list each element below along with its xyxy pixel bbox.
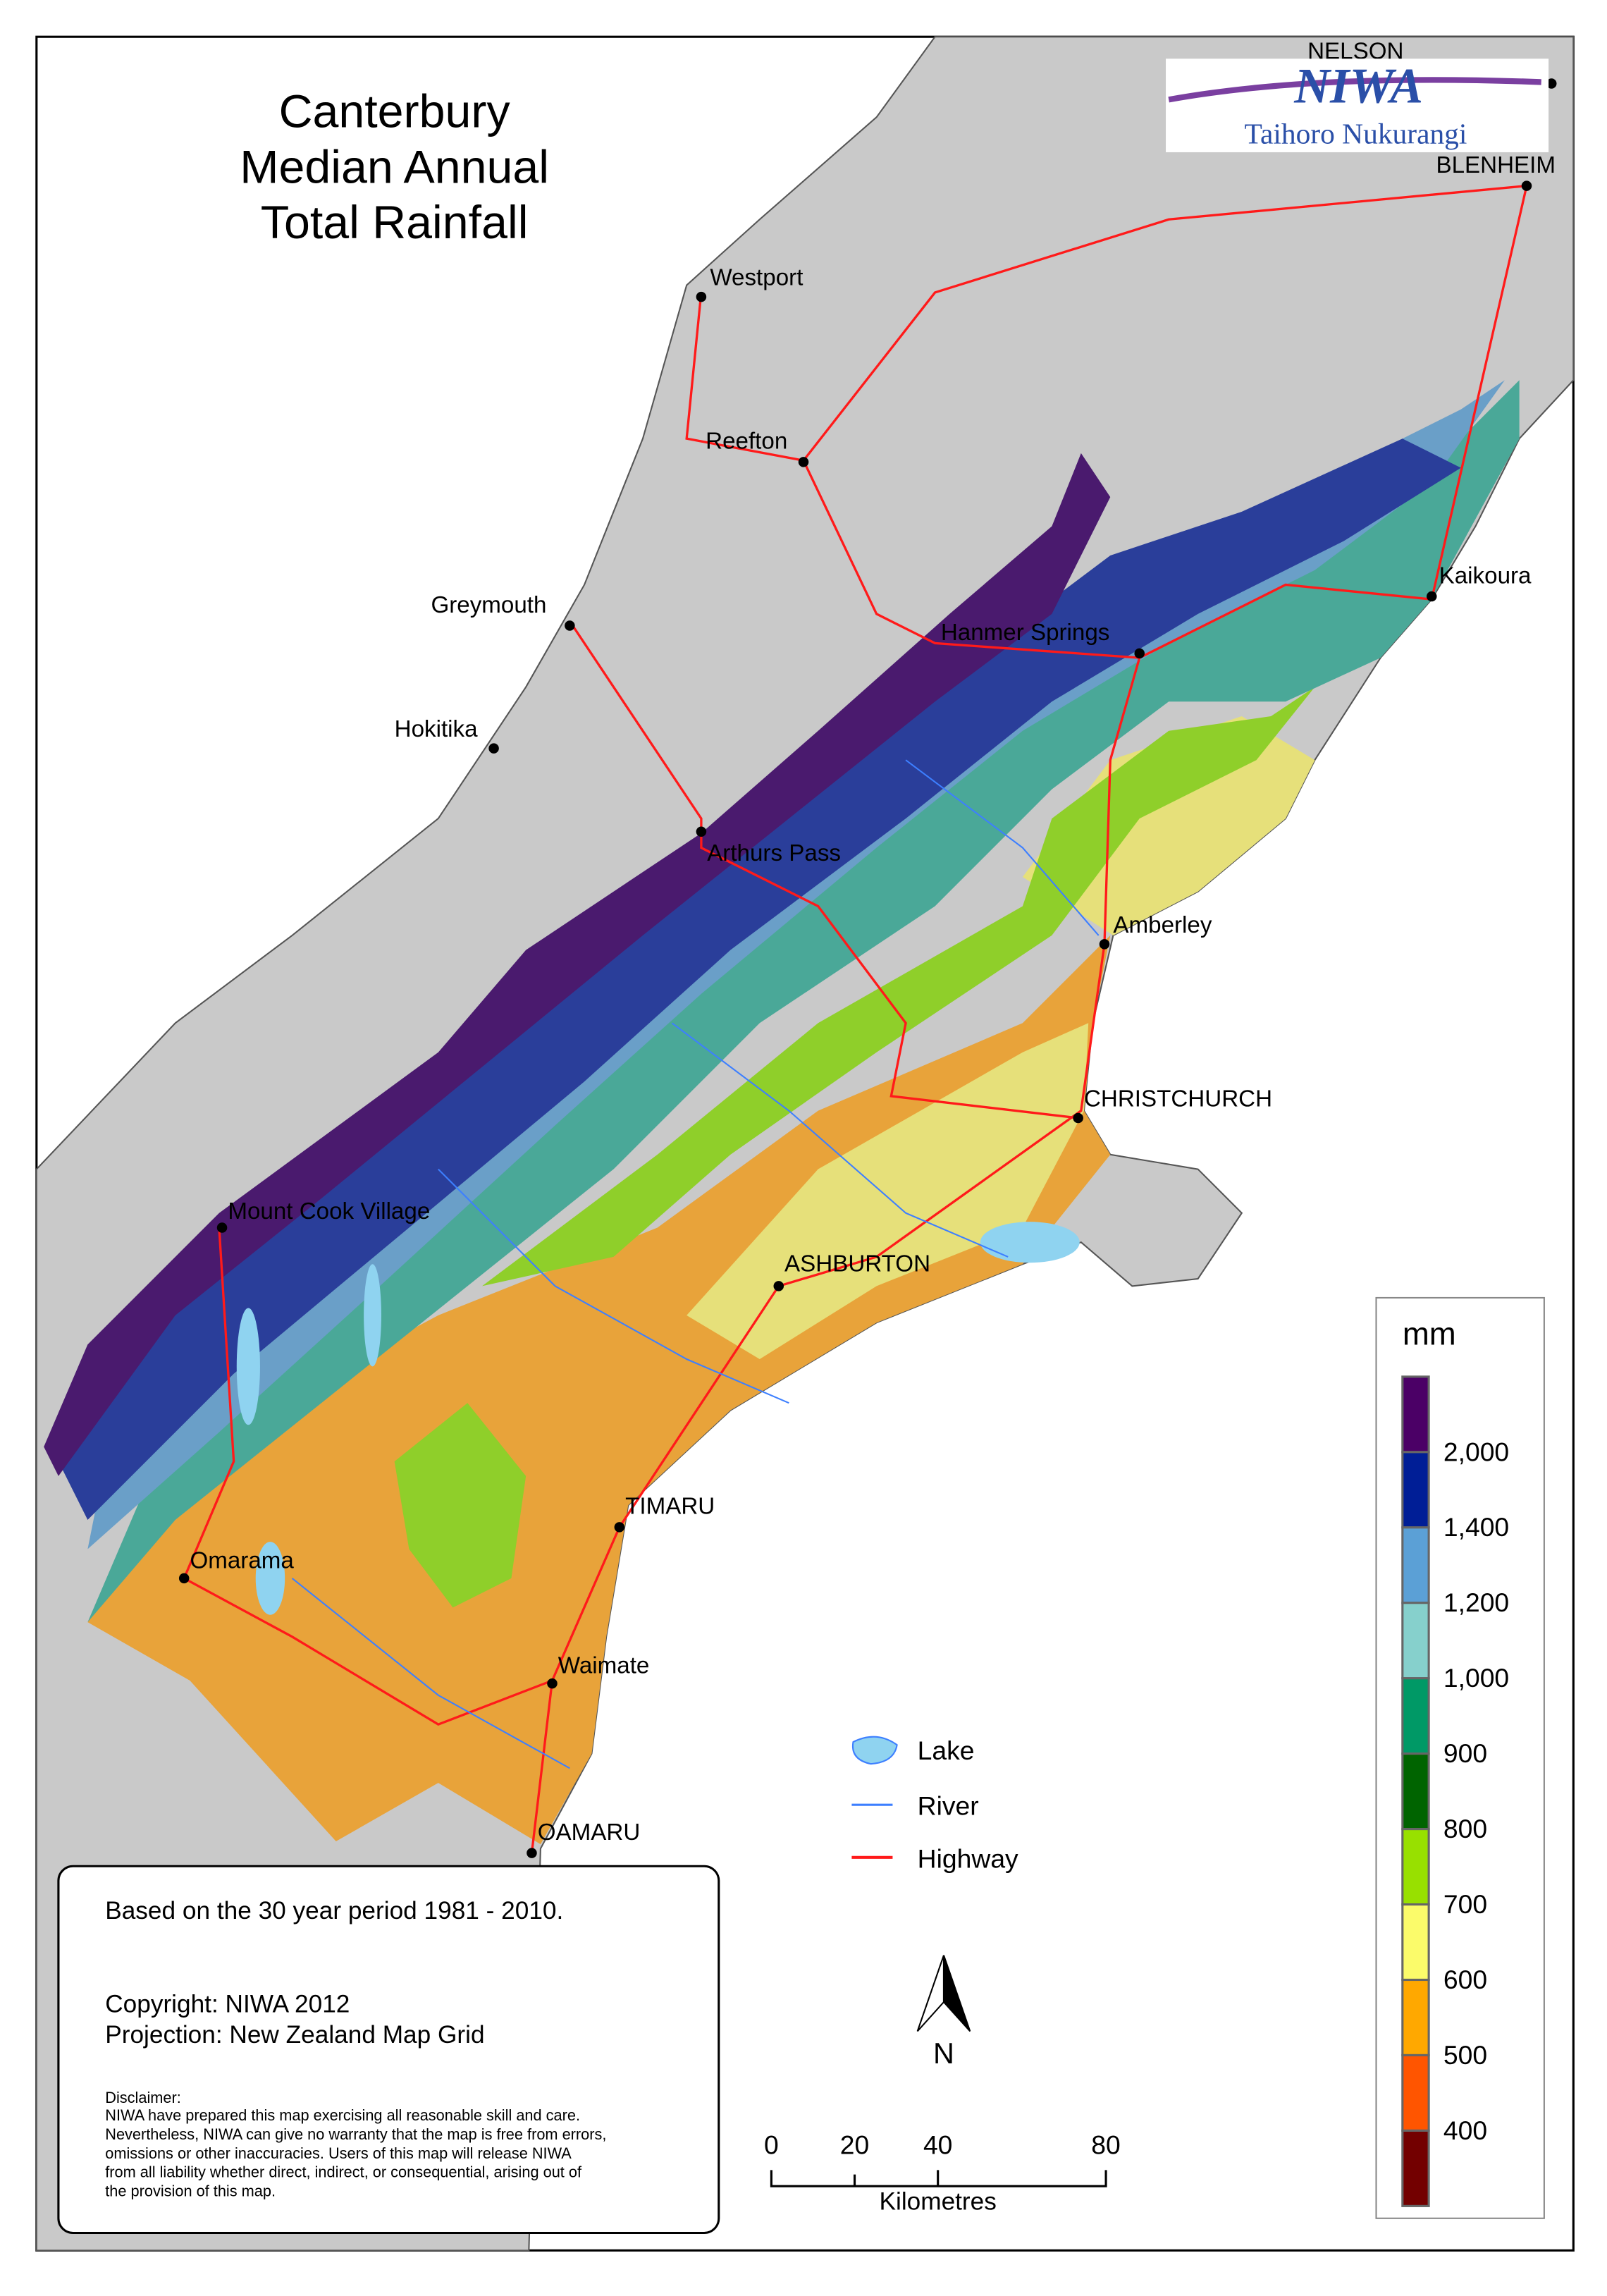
legend-swatch [1401,1451,1430,1529]
lake-pukaki [364,1264,381,1367]
band-purple [44,453,1111,1476]
band-teal [87,380,1520,1623]
svg-text:Copyright: NIWA 2012: Copyright: NIWA 2012 [105,1991,350,2018]
niwa-logo: NIWA Taihoro Nukurangi [1166,59,1549,152]
svg-text:Nevertheless, NIWA can give no: Nevertheless, NIWA can give no warranty … [105,2125,606,2143]
band-yellow-north [1022,716,1315,935]
svg-text:80: 80 [1091,2130,1121,2160]
lake-tekapo [236,1308,260,1425]
rivers [291,759,1100,1769]
legend-swatch [1401,1526,1430,1604]
town-label: Mount Cook Village [228,1198,430,1224]
svg-text:Projection: New Zealand Map Gr: Projection: New Zealand Map Grid [105,2021,484,2049]
svg-text:20: 20 [840,2130,870,2160]
svg-text:Kilometres: Kilometres [880,2187,997,2215]
town-dot [1521,180,1532,191]
svg-text:40: 40 [923,2130,952,2160]
town-label: Amberley [1113,912,1212,938]
town-label: Hanmer Springs [941,620,1110,646]
town-label: CHRISTCHURCH [1084,1086,1272,1112]
map-title-line1: Canterbury [279,86,511,138]
legend-break-label: 1,400 [1443,1512,1509,1542]
legend-swatch [1401,2053,1430,2132]
town-dot [178,1573,190,1584]
legend-swatch [1401,1375,1430,1454]
map-feature-legend: Lake River Highway [851,1736,1018,1873]
town-dot [1546,78,1557,89]
legend-break-label: 600 [1443,1965,1487,1994]
legend-swatch [1401,1978,1430,2057]
svg-text:the provision of this map.: the provision of this map. [105,2183,276,2200]
svg-text:mm: mm [1403,1315,1456,1351]
legend-swatch [1401,1752,1430,1831]
scale-bar: 0 20 40 80 Kilometres [764,2130,1121,2216]
lake-benmore [255,1542,285,1615]
town-dot [527,1848,537,1858]
highways [183,184,1528,1853]
legend-break-label: 1,200 [1443,1588,1509,1617]
town-dot [696,826,707,837]
town-label: Westport [710,265,803,291]
town-dot [1427,591,1437,602]
town-dot [773,1281,784,1291]
svg-text:from all liability whether dir: from all liability whether direct, indir… [105,2163,582,2181]
town-dot [696,291,707,302]
legend-swatch [1401,1828,1430,1906]
legend-swatch [1401,1677,1430,1755]
town-label: ASHBURTON [784,1251,930,1277]
band-dark-blue [58,438,1461,1521]
svg-text:Taihoro Nukurangi: Taihoro Nukurangi [1245,117,1467,149]
legend-break-label: 400 [1443,2116,1487,2145]
town-label: Kaikoura [1439,563,1532,589]
town-dot [547,1678,558,1689]
town-dot [488,743,499,754]
town-label: BLENHEIM [1436,152,1556,178]
town-label: Omarama [190,1547,294,1573]
svg-text:N: N [933,2037,954,2070]
town-label: Hokitika [395,716,478,742]
map-title-line2: Median Annual [240,141,549,193]
town-label: OAMARU [538,1819,641,1846]
svg-text:Disclaimer:: Disclaimer: [105,2089,181,2106]
town-label: Greymouth [431,592,546,618]
town-dot [614,1522,625,1533]
svg-text:NIWA: NIWA [1293,59,1423,113]
town-dot [1073,1112,1083,1124]
legend-swatch [1401,2129,1430,2207]
legend-break-label: 700 [1443,1889,1487,1919]
band-green [482,687,1315,1287]
legend-swatch [1401,1903,1430,1982]
svg-text:Lake: Lake [918,1736,975,1765]
svg-text:omissions or other inaccuracie: omissions or other inaccuracies. Users o… [105,2144,572,2162]
svg-text:River: River [918,1791,979,1821]
town-label: Waimate [558,1653,650,1679]
band-green-south [394,1403,527,1608]
svg-text:0: 0 [764,2130,779,2160]
legend-break-label: 1,000 [1443,1663,1509,1693]
legend-break-label: 800 [1443,1814,1487,1843]
map-title-line3: Total Rainfall [261,197,529,249]
svg-text:NIWA have prepared this map ex: NIWA have prepared this map exercising a… [105,2106,580,2124]
north-arrow-icon: N [916,1955,971,2070]
rainfall-color-legend: mm 2,000 1,400 1,200 1,000 900 800 700 600 500 40… [1375,1296,1545,2219]
lake-ellesmere [980,1222,1080,1263]
town-dot [1099,939,1110,950]
lake-symbol-icon [851,1736,898,1765]
town-label: Arthurs Pass [707,840,841,866]
legend-break-label: 500 [1443,2040,1487,2070]
town-dot [798,457,809,467]
legend-break-label: 2,000 [1443,1437,1509,1466]
town-dot [216,1222,228,1233]
svg-text:Highway: Highway [918,1843,1018,1873]
town-dot [1134,648,1145,659]
info-box: Based on the 30 year period 1981 - 2010.… [57,1865,720,2235]
town-dot [565,620,575,631]
legend-swatch [1401,1602,1430,1680]
town-label: Reefton [706,429,787,455]
town-markers: NELSONBLENHEIMWestportReeftonGreymouthHo… [178,38,1557,1858]
town-label: TIMARU [625,1494,715,1520]
svg-text:Based on the 30 year period 19: Based on the 30 year period 1981 - 2010. [105,1897,563,1924]
legend-break-label: 900 [1443,1738,1487,1768]
